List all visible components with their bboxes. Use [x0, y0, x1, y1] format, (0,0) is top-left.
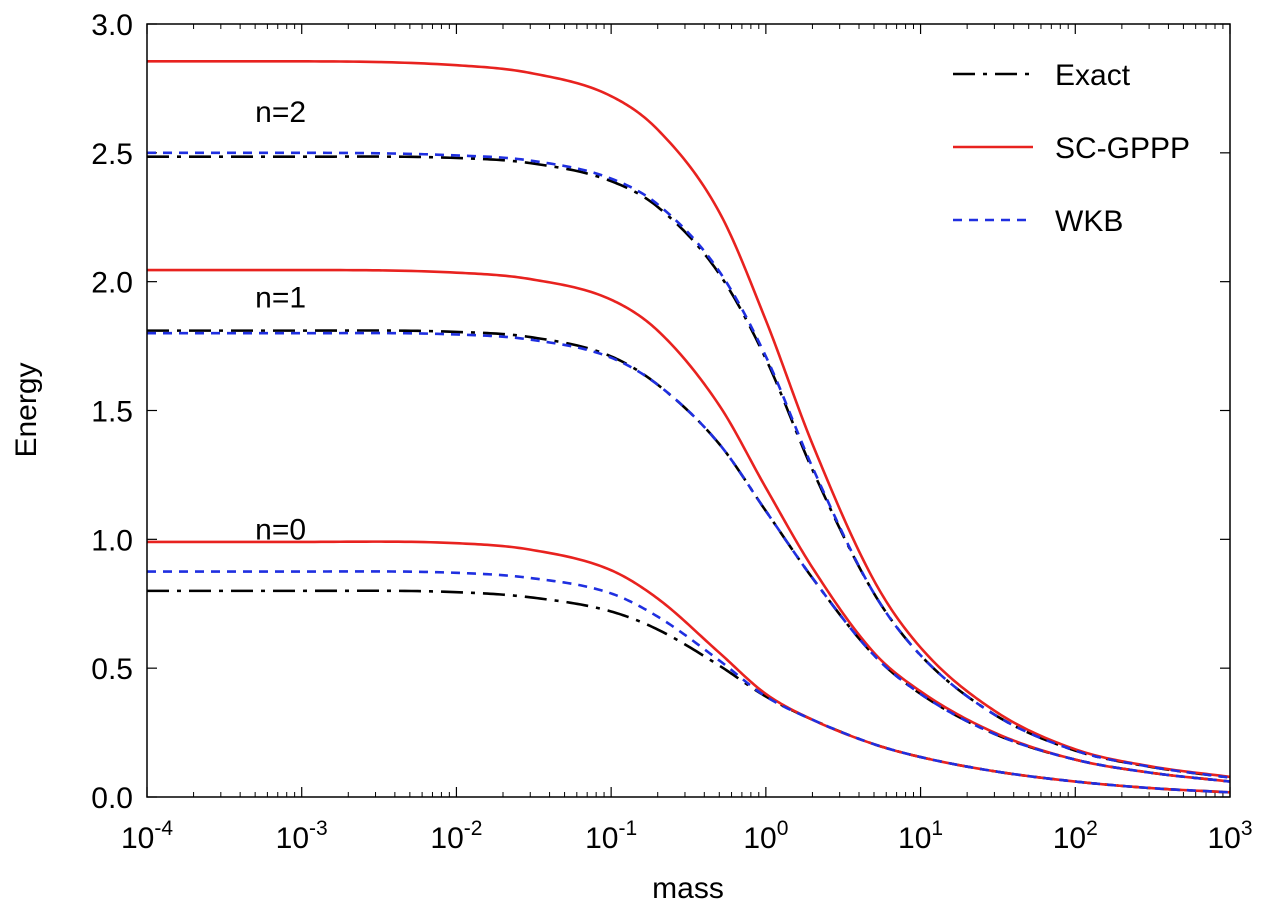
x-tick-label: 101: [898, 817, 943, 855]
series-line-wkb-n2: [147, 151, 1231, 779]
y-tick-label: 0.0: [91, 782, 133, 815]
legend: Exact SC-GPPP WKB: [953, 59, 1190, 238]
series-line-exact-n1: [147, 329, 1231, 783]
x-tick-label: 10-3: [276, 817, 328, 855]
level-annotation: n=0: [255, 513, 306, 546]
x-tick-label: 10-4: [121, 817, 173, 855]
y-tick-label: 1.0: [91, 524, 133, 557]
series-layer: [147, 60, 1231, 794]
x-axis-label: mass: [652, 872, 724, 905]
x-tick-label: 10-2: [430, 817, 482, 855]
y-tick-label: 3.0: [91, 9, 133, 42]
annotations: n=2 n=1 n=0: [255, 96, 306, 546]
y-tick-label: 2.5: [91, 138, 133, 171]
series-line-sc-gppp-n1: [147, 268, 1231, 783]
y-axis-label: Energy: [10, 362, 43, 457]
x-tick-label: 103: [1207, 817, 1252, 855]
level-annotation: n=2: [255, 96, 306, 129]
y-tick-label: 2.0: [91, 267, 133, 300]
x-tick-label: 100: [743, 817, 788, 855]
legend-label: WKB: [1055, 205, 1123, 238]
plot-frame: [146, 23, 1231, 798]
y-tick-label: 0.5: [91, 653, 133, 686]
axis-tick-labels: 0.0 0.5 1.0 1.5 2.0 2.5 3.0 10-4 10-3 10-2 10-1 100…: [91, 9, 1252, 855]
legend-label: SC-GPPP: [1055, 132, 1190, 165]
x-tick-label: 102: [1053, 817, 1098, 855]
series-line-exact-n2: [147, 155, 1231, 779]
series-line-wkb-n1: [147, 331, 1231, 783]
y-tick-label: 1.5: [91, 396, 133, 429]
series-line-exact-n0: [147, 589, 1231, 794]
series-line-wkb-n0: [147, 570, 1231, 794]
level-annotation: n=1: [255, 281, 306, 314]
legend-label: Exact: [1055, 59, 1131, 92]
x-tick-label: 10-1: [585, 817, 637, 855]
series-line-sc-gppp-n0: [147, 540, 1231, 794]
series-line-sc-gppp-n2: [147, 60, 1231, 779]
